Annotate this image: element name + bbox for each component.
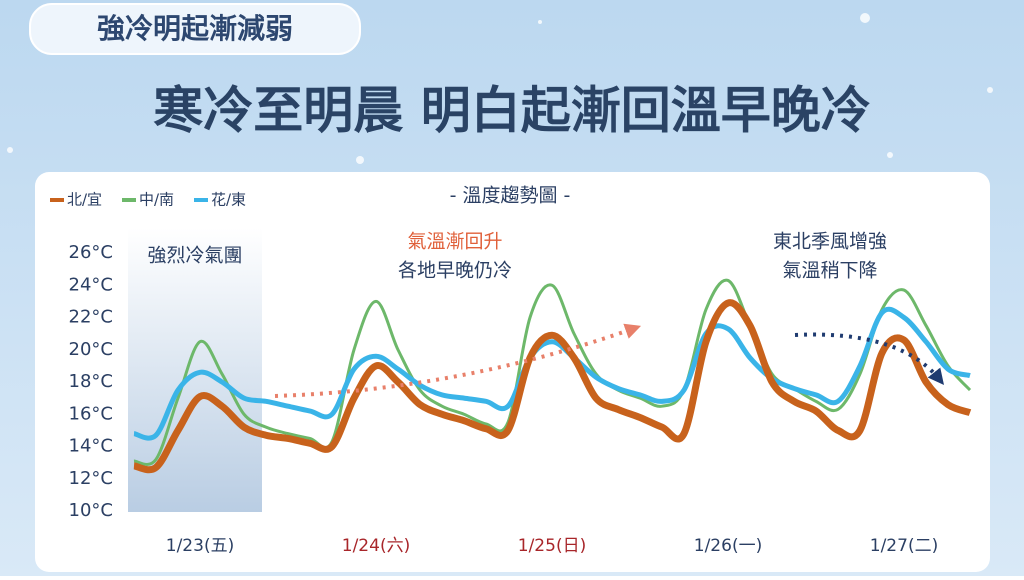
y-tick-label: 12°C [69, 468, 113, 489]
y-tick-label: 20°C [69, 339, 113, 360]
series-line [133, 299, 972, 474]
legend-label: 中/南 [139, 191, 174, 209]
plot: 10°C 12°C 14°C 16°C 18°C 20°C 22°C 24°C 26°C 1/23… [50, 191, 972, 556]
y-tick-label: 14°C [69, 436, 113, 457]
chart-panel [35, 172, 990, 572]
x-tick-label: 1/26(一) [694, 536, 762, 556]
x-tick-label: 1/23(五) [166, 536, 234, 556]
x-tick-label: 1/27(二) [870, 536, 938, 556]
series-line [133, 306, 971, 441]
x-tick-label: 1/24(六) [342, 536, 410, 556]
badge [29, 3, 361, 55]
legend-label: 北/宜 [67, 191, 102, 209]
y-tick-label: 24°C [69, 274, 113, 295]
y-tick-label: 16°C [69, 403, 113, 424]
y-tick-label: 26°C [69, 242, 113, 263]
y-tick-label: 10°C [69, 500, 113, 521]
chart-title: - 溫度趨勢圖 - [450, 185, 571, 207]
y-tick-label: 22°C [69, 307, 113, 328]
snow [7, 13, 993, 164]
annotation: 氣溫漸回升 [407, 231, 502, 253]
annotation: 各地早晚仍冷 [398, 260, 512, 282]
y-tick-label: 18°C [69, 371, 113, 392]
annotation: 強烈冷氣團 [147, 245, 242, 267]
legend-label: 花/東 [211, 191, 246, 209]
x-tick-label: 1/25(日) [518, 536, 586, 556]
badge-text: 強冷明起漸減弱 [97, 12, 293, 45]
headline: 寒冷至明晨 明白起漸回溫早晚冷 [153, 82, 870, 140]
annotation: 氣溫稍下降 [782, 260, 877, 282]
annotation: 東北季風增強 [773, 231, 887, 253]
series-line [133, 278, 972, 466]
